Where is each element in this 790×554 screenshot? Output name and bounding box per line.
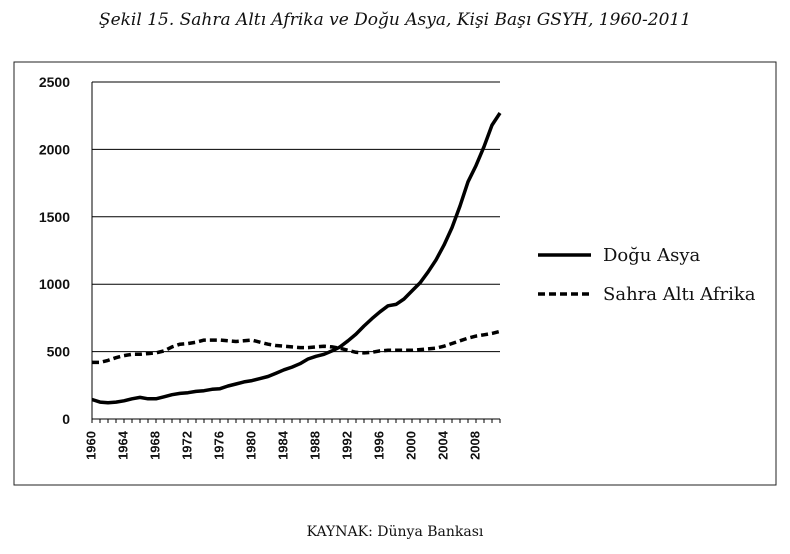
x-tick-label: 2000	[403, 431, 418, 460]
x-tick-label: 1960	[83, 431, 98, 460]
chart-frame	[13, 61, 777, 486]
series-line-dogu-asya	[91, 112, 502, 405]
x-tick-label: 1984	[275, 430, 290, 460]
source-note: KAYNAK: Dünya Bankası	[306, 524, 484, 540]
legend: Doğu Asya Sahra Altı Afrika	[538, 245, 756, 305]
x-tick-label: 2004	[435, 430, 450, 460]
x-tick-label: 1964	[115, 430, 130, 460]
x-tick-label: 1996	[371, 431, 386, 460]
figure-caption: Şekil 15. Sahra Altı Afrika ve Doğu Asya…	[98, 10, 692, 30]
x-tick-label: 1968	[147, 431, 162, 460]
x-tick-label: 1972	[179, 431, 194, 460]
y-tick-label: 500	[47, 344, 71, 360]
y-tick-label: 1000	[39, 276, 70, 292]
series-lines	[91, 112, 502, 405]
series-line-sahra-alti-afrika	[92, 329, 501, 365]
legend-label: Doğu Asya	[603, 245, 701, 266]
x-tick-label: 1992	[339, 431, 354, 460]
x-tick-label: 1980	[243, 431, 258, 460]
x-tick-label: 2008	[467, 431, 482, 460]
y-tick-label: 2500	[39, 74, 70, 90]
x-axis-ticks: 1960 1964 1968 1972 1976 1980 1984 1988 1992 1996…	[83, 419, 501, 460]
x-tick-label: 1976	[211, 431, 226, 460]
gridlines	[91, 81, 500, 420]
x-tick-label: 1988	[307, 431, 322, 460]
y-tick-label: 2000	[39, 141, 70, 157]
legend-label: Sahra Altı Afrika	[603, 284, 756, 305]
y-tick-label: 0	[62, 411, 70, 427]
y-axis-ticks: 0 500 1000 1500 2000 2500	[39, 74, 70, 427]
y-tick-label: 1500	[39, 209, 70, 225]
